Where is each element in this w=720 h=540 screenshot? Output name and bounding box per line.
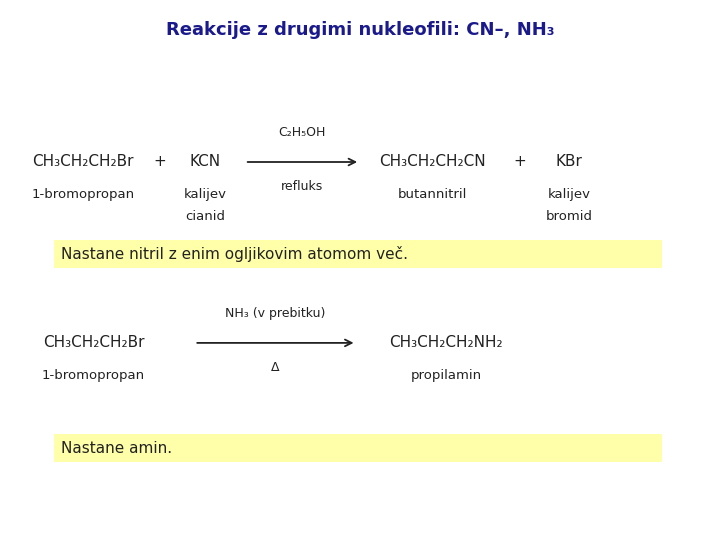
Text: KCN: KCN — [189, 154, 221, 170]
Text: +: + — [513, 154, 526, 170]
Text: butannitril: butannitril — [397, 188, 467, 201]
Text: NH₃ (v prebitku): NH₃ (v prebitku) — [225, 307, 325, 320]
Text: refluks: refluks — [282, 180, 323, 193]
FancyBboxPatch shape — [54, 240, 662, 268]
Text: cianid: cianid — [185, 210, 225, 222]
Text: kalijev: kalijev — [184, 188, 227, 201]
Text: C₂H₅OH: C₂H₅OH — [279, 126, 326, 139]
Text: 1-bromopropan: 1-bromopropan — [31, 188, 135, 201]
Text: CH₃CH₂CH₂NH₂: CH₃CH₂CH₂NH₂ — [390, 335, 503, 350]
Text: Δ: Δ — [271, 361, 279, 374]
Text: +: + — [153, 154, 166, 170]
Text: bromid: bromid — [545, 210, 593, 222]
Text: kalijev: kalijev — [547, 188, 590, 201]
Text: propilamin: propilamin — [411, 369, 482, 382]
FancyBboxPatch shape — [54, 434, 662, 462]
Text: CH₃CH₂CH₂Br: CH₃CH₂CH₂Br — [32, 154, 133, 170]
Text: 1-bromopropan: 1-bromopropan — [42, 369, 145, 382]
Text: Nastane amin.: Nastane amin. — [61, 441, 172, 456]
Text: KBr: KBr — [555, 154, 582, 170]
Text: CH₃CH₂CH₂CN: CH₃CH₂CH₂CN — [379, 154, 485, 170]
Text: CH₃CH₂CH₂Br: CH₃CH₂CH₂Br — [43, 335, 144, 350]
Text: Nastane nitril z enim ogljikovim atomom več.: Nastane nitril z enim ogljikovim atomom … — [61, 246, 408, 262]
Text: Reakcije z drugimi nukleofili: CN–, NH₃: Reakcije z drugimi nukleofili: CN–, NH₃ — [166, 21, 554, 39]
